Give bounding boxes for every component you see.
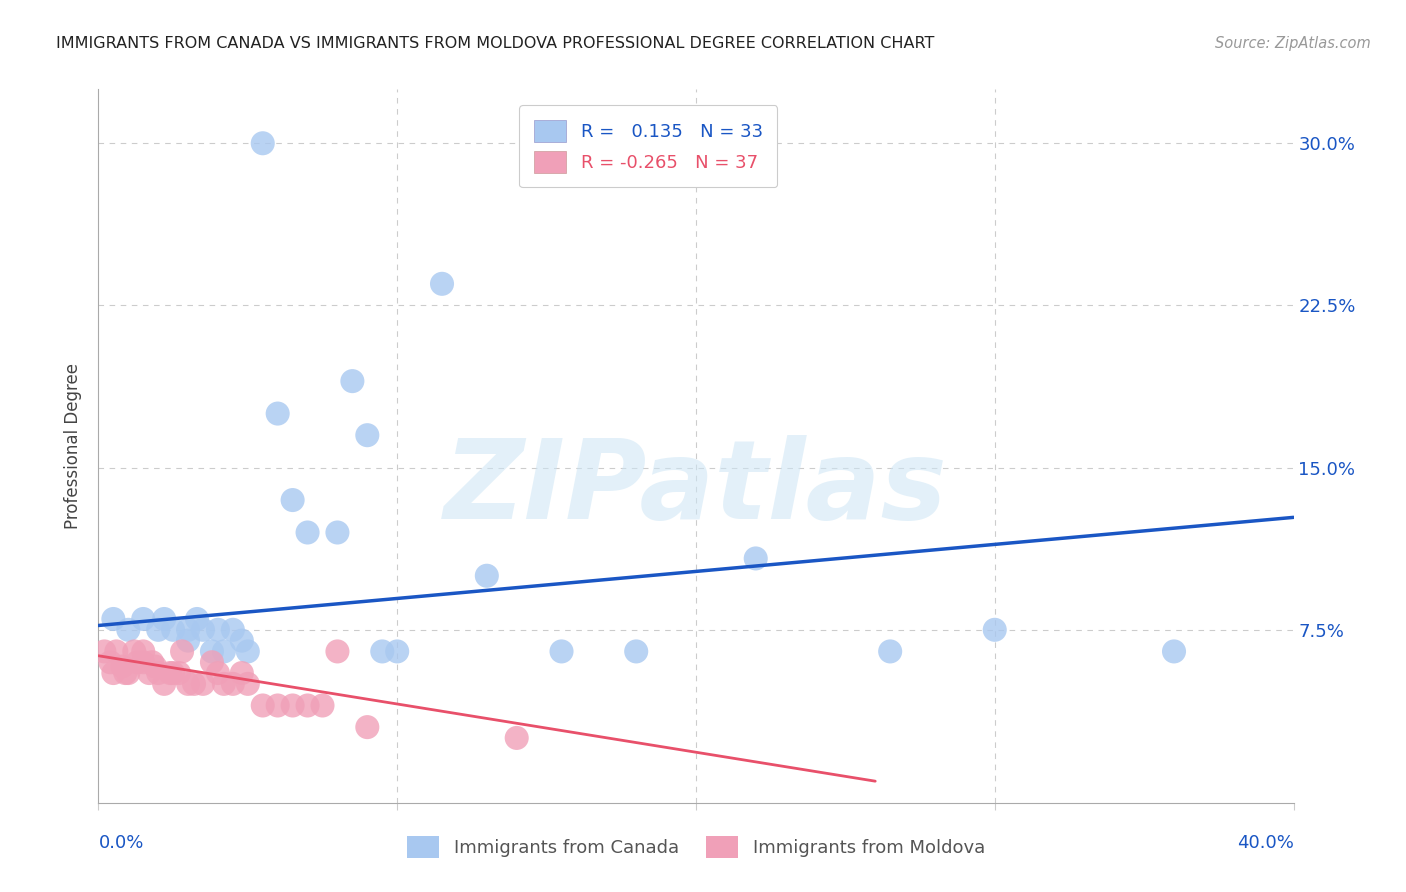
Text: 0.0%: 0.0% — [98, 834, 143, 852]
Text: Source: ZipAtlas.com: Source: ZipAtlas.com — [1215, 36, 1371, 51]
Point — [105, 644, 128, 658]
Point — [207, 623, 229, 637]
Point — [148, 666, 170, 681]
Text: ZIPatlas: ZIPatlas — [444, 435, 948, 542]
Point — [231, 666, 253, 681]
Point — [475, 568, 498, 582]
Point — [141, 655, 163, 669]
Point — [252, 136, 274, 151]
Point — [385, 644, 409, 658]
Point — [111, 659, 134, 673]
Point — [236, 644, 259, 658]
Point — [201, 655, 224, 669]
Point — [153, 612, 176, 626]
Point — [371, 644, 394, 658]
Point — [191, 623, 214, 637]
Point — [162, 666, 184, 681]
Point — [103, 612, 125, 626]
Point — [177, 633, 200, 648]
Point — [222, 677, 245, 691]
Point — [117, 623, 139, 637]
Point — [132, 612, 155, 626]
Point — [207, 666, 229, 681]
Point — [326, 644, 349, 658]
Point — [236, 677, 259, 691]
Point — [297, 525, 319, 540]
Point — [114, 666, 136, 681]
Point — [103, 666, 125, 681]
Point — [356, 428, 378, 442]
Point — [177, 623, 200, 637]
Point — [550, 644, 572, 658]
Point — [879, 644, 901, 658]
Point — [430, 277, 453, 291]
Point — [117, 666, 139, 681]
Text: IMMIGRANTS FROM CANADA VS IMMIGRANTS FROM MOLDOVA PROFESSIONAL DEGREE CORRELATIO: IMMIGRANTS FROM CANADA VS IMMIGRANTS FRO… — [56, 36, 935, 51]
Point — [124, 644, 146, 658]
Point — [356, 720, 378, 734]
Point — [172, 644, 194, 658]
Point — [153, 677, 176, 691]
Point — [186, 612, 208, 626]
Point — [148, 623, 170, 637]
Point — [127, 655, 149, 669]
Point — [222, 623, 245, 637]
Point — [326, 525, 349, 540]
Point — [167, 666, 190, 681]
Y-axis label: Professional Degree: Professional Degree — [65, 363, 83, 529]
Point — [342, 374, 364, 388]
Point — [191, 677, 214, 691]
Point — [252, 698, 274, 713]
Point — [984, 623, 1007, 637]
Point — [267, 698, 290, 713]
Point — [231, 633, 253, 648]
Point — [100, 655, 122, 669]
Point — [212, 644, 235, 658]
Point — [281, 698, 304, 713]
Point — [93, 644, 115, 658]
Point — [1163, 644, 1185, 658]
Point — [132, 644, 155, 658]
Point — [281, 493, 304, 508]
Point — [267, 407, 290, 421]
Point — [212, 677, 235, 691]
Point — [506, 731, 529, 745]
Point — [162, 623, 184, 637]
Point — [297, 698, 319, 713]
Point — [745, 551, 768, 566]
Point — [183, 677, 205, 691]
Point — [132, 655, 155, 669]
Text: 40.0%: 40.0% — [1237, 834, 1294, 852]
Point — [143, 659, 166, 673]
Point — [159, 666, 181, 681]
Legend: Immigrants from Canada, Immigrants from Moldova: Immigrants from Canada, Immigrants from … — [399, 829, 993, 865]
Point — [138, 666, 160, 681]
Point — [311, 698, 333, 713]
Point — [626, 644, 648, 658]
Point — [201, 644, 224, 658]
Point — [177, 677, 200, 691]
